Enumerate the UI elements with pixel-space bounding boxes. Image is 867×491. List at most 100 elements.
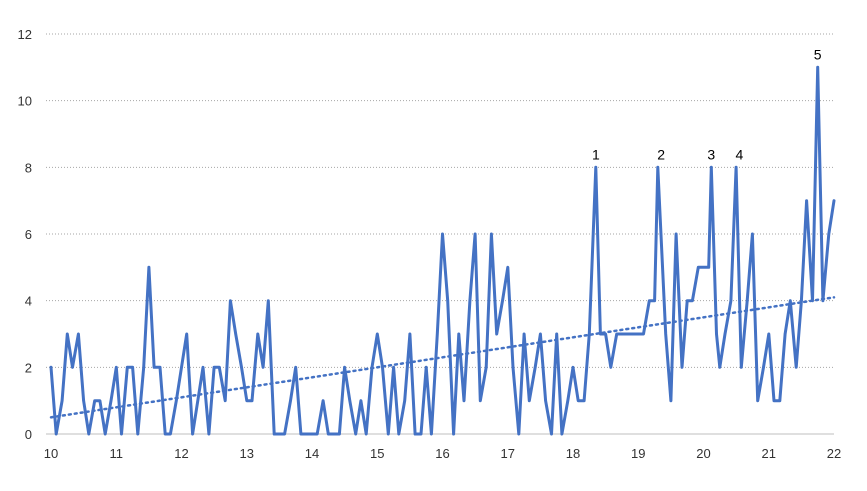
data-point <box>517 432 521 436</box>
data-point <box>528 399 531 402</box>
data-point <box>490 232 493 236</box>
data-point <box>327 432 330 436</box>
data-point <box>707 266 710 269</box>
data-point <box>685 299 689 302</box>
data-point <box>305 432 308 436</box>
data-point <box>740 366 743 369</box>
data-point <box>419 432 423 436</box>
data-point <box>218 366 221 369</box>
data-point <box>364 432 368 436</box>
data-point <box>794 366 798 369</box>
data-point <box>756 399 759 402</box>
data-point <box>163 432 167 436</box>
data-point <box>783 332 787 336</box>
x-tick-label: 16 <box>435 446 449 461</box>
peak-label: 1 <box>592 146 600 162</box>
data-point <box>571 366 575 369</box>
x-tick-label: 20 <box>696 446 710 461</box>
data-point <box>473 232 477 236</box>
series-line <box>49 65 836 436</box>
data-point <box>348 399 352 402</box>
data-point <box>560 432 564 436</box>
data-point <box>196 399 200 402</box>
data-point <box>103 432 107 436</box>
data-point <box>294 366 297 369</box>
data-point <box>430 432 433 436</box>
data-point <box>71 366 74 369</box>
data-point <box>261 366 265 369</box>
data-point <box>697 266 700 269</box>
x-tick-label: 19 <box>631 446 645 461</box>
data-point <box>511 366 515 369</box>
y-tick-label: 10 <box>18 94 32 109</box>
data-point <box>109 399 113 402</box>
data-point <box>370 366 374 369</box>
data-point <box>495 332 498 336</box>
data-point <box>539 332 542 336</box>
data-point <box>446 299 449 302</box>
x-tick-label: 15 <box>370 446 384 461</box>
data-point <box>656 166 660 169</box>
data-point <box>588 332 591 336</box>
data-point <box>424 366 428 369</box>
data-point <box>615 332 618 336</box>
data-point <box>299 432 303 436</box>
data-point <box>702 266 705 269</box>
data-point <box>240 366 243 369</box>
data-point <box>599 332 602 336</box>
data-point <box>93 399 96 402</box>
data-point <box>180 366 183 369</box>
data-point <box>485 366 488 369</box>
data-point <box>82 399 85 402</box>
data-point <box>66 332 69 336</box>
data-point <box>462 399 466 402</box>
data-point <box>746 299 749 302</box>
data-point <box>664 332 667 336</box>
data-point <box>376 332 379 336</box>
y-tick-label: 12 <box>18 27 32 42</box>
data-point <box>723 332 727 336</box>
x-tick-label: 17 <box>501 446 515 461</box>
peak-label: 3 <box>707 146 715 162</box>
data-point <box>642 332 645 336</box>
data-point <box>811 299 814 302</box>
data-point <box>669 399 673 402</box>
y-tick-label: 4 <box>25 294 32 309</box>
series-path <box>49 65 836 436</box>
data-point <box>338 432 341 436</box>
data-point <box>267 299 270 302</box>
data-point <box>800 299 803 302</box>
data-point <box>392 366 395 369</box>
data-point <box>49 366 53 369</box>
data-point <box>169 432 172 436</box>
data-point <box>620 332 624 336</box>
peak-label: 2 <box>657 146 665 162</box>
data-point <box>778 399 782 402</box>
y-tick-label: 0 <box>25 427 32 442</box>
data-point <box>468 299 472 302</box>
x-tick-label: 22 <box>827 446 841 461</box>
data-point <box>185 332 188 336</box>
x-tick-label: 21 <box>762 446 776 461</box>
data-point <box>767 332 770 336</box>
data-point <box>289 399 292 402</box>
data-point <box>734 166 738 169</box>
data-point <box>413 432 417 436</box>
data-point <box>715 332 718 336</box>
data-point <box>550 432 553 436</box>
data-point <box>207 432 211 436</box>
data-point <box>544 399 547 402</box>
x-tick-label: 13 <box>240 446 254 461</box>
data-point <box>729 299 733 302</box>
data-point <box>582 399 586 402</box>
data-point <box>224 399 227 402</box>
data-point <box>609 366 613 369</box>
data-point <box>506 266 509 269</box>
data-point <box>359 399 363 402</box>
data-point <box>397 432 400 436</box>
data-point <box>625 332 629 336</box>
data-point <box>832 199 836 202</box>
data-point <box>201 366 205 369</box>
y-tick-label: 2 <box>25 360 32 375</box>
data-point <box>250 399 254 402</box>
